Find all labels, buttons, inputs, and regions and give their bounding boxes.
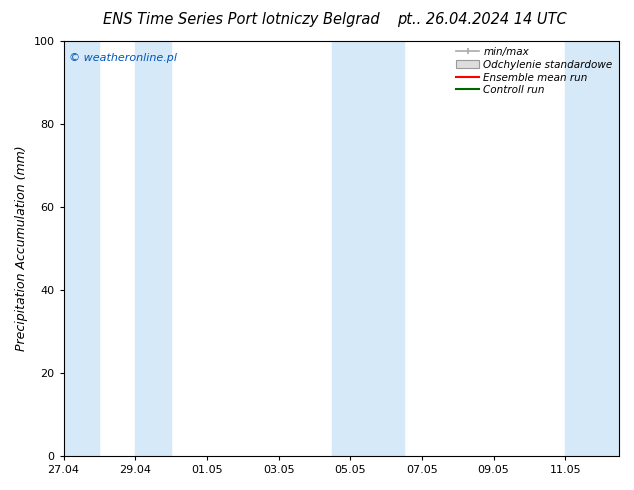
Legend: min/max, Odchylenie standardowe, Ensemble mean run, Controll run: min/max, Odchylenie standardowe, Ensembl… [453,44,616,98]
Bar [135,41,171,456]
Y-axis label: Precipitation Accumulation (mm): Precipitation Accumulation (mm) [15,146,28,351]
Text: © weatheronline.pl: © weatheronline.pl [69,53,177,64]
Bar [332,41,404,456]
Text: pt.. 26.04.2024 14 UTC: pt.. 26.04.2024 14 UTC [397,12,567,27]
Bar [566,41,619,456]
Text: ENS Time Series Port lotniczy Belgrad: ENS Time Series Port lotniczy Belgrad [103,12,379,27]
Bar [63,41,100,456]
